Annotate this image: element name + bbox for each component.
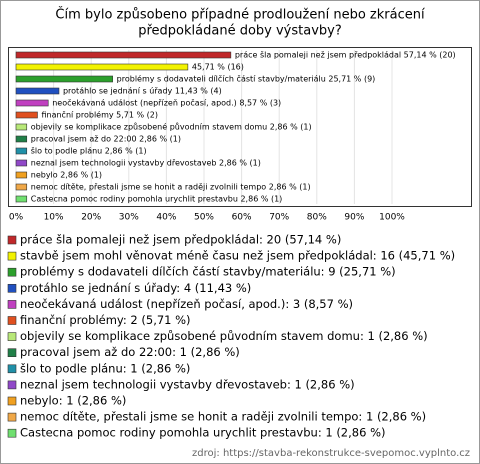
bar-label: nebylo 2,86 % (1): [31, 171, 102, 180]
x-tick-label: 80%: [307, 213, 327, 223]
bar-label: práce šla pomaleji než jsem předpokládal…: [235, 50, 456, 60]
bar-label: 45,71 % (16): [192, 63, 244, 72]
x-tick-label: 50%: [194, 213, 214, 223]
bar-label: finanční problémy 5,71 % (2): [41, 110, 158, 120]
bar: [15, 183, 28, 191]
x-tick-label: 100%: [379, 213, 405, 223]
x-tick-label: 70%: [269, 213, 289, 223]
legend-label: práce šla pomaleji než jsem předpokládal…: [20, 233, 341, 247]
bar: [15, 147, 28, 155]
x-tick-label: 30%: [119, 213, 139, 223]
bar: [15, 51, 232, 59]
bar-label: neočekávaná událost (nepřízeň počasí, ap…: [52, 98, 281, 108]
legend-swatch: [7, 412, 17, 422]
chart-title-line: Čím bylo způsobeno případné prodloužení …: [55, 7, 425, 23]
plot-frame: [8, 47, 472, 207]
legend-swatch: [7, 300, 17, 309]
legend-label: pracoval jsem až do 22:00: 1 (2,86 %): [20, 345, 240, 359]
x-tick-label: 0%: [9, 213, 24, 223]
legend-swatch: [7, 428, 17, 438]
x-tick-label: 40%: [156, 213, 176, 223]
source: zdroj: https://stavba-rekonstrukce-svepo…: [192, 448, 470, 459]
legend-swatch: [7, 316, 17, 325]
bar-label: šlo to podle plánu 2,86 % (1): [31, 146, 147, 156]
legend-swatch: [7, 267, 17, 277]
bar-label: pracoval jsem až do 22:00 2,86 % (1): [31, 135, 181, 144]
bar: [15, 75, 113, 83]
legend-label: šlo to podle plánu: 1 (2,86 %): [20, 361, 190, 375]
legend-swatch: [7, 235, 17, 245]
bar: [15, 171, 28, 179]
legend-label: problémy s dodavateli dílčích částí stav…: [20, 265, 396, 279]
legend-swatch: [7, 396, 17, 406]
bar: [15, 99, 49, 107]
x-tick-label: 20%: [81, 213, 101, 223]
bar: [15, 63, 189, 71]
legend-label: Castecna pomoc rodiny pomohla urychlit p…: [20, 426, 385, 440]
legend-label: objevily se komplikace způsobené původní…: [20, 329, 428, 343]
bar: [15, 159, 28, 167]
legend-swatch: [7, 348, 17, 358]
legend-label: finanční problémy: 2 (5,71 %): [20, 313, 191, 327]
legend-swatch: [7, 283, 17, 293]
legend-swatch: [7, 380, 17, 390]
legend-label: stavbě jsem mohl věnovat méně času než j…: [20, 249, 455, 263]
legend-label: neznal jsem technologii vystavby dřevost…: [20, 377, 355, 391]
bar-label: neznal jsem technologii vystavby dřevost…: [31, 159, 261, 168]
bar-label: nemoc dítěte, přestali jsme se honit a r…: [31, 183, 311, 192]
chart-title-line: předpokládané doby výstavby?: [138, 24, 342, 39]
bar: [15, 135, 28, 143]
bar-label: problémy s dodavateli dílčích částí stav…: [117, 74, 376, 84]
bar-label: protáhlo se jednání s úřady 11,43 % (4): [63, 87, 222, 96]
bar: [15, 87, 60, 95]
bar: [15, 123, 28, 131]
legend-label: nebylo: 1 (2,86 %): [20, 394, 126, 408]
x-tick-label: 60%: [232, 213, 252, 223]
bar: [15, 111, 38, 119]
bar-label: objevily se komplikace způsobené původní…: [31, 122, 312, 132]
x-tick-label: 10%: [44, 213, 64, 223]
bar: [15, 195, 28, 203]
bar-label: Castecna pomoc rodiny pomohla urychlit p…: [31, 195, 283, 204]
x-tick-label: 90%: [344, 213, 364, 223]
legend-swatch: [7, 364, 17, 374]
legend-label: neočekávaná událost (nepřízeň počasí, ap…: [20, 297, 353, 311]
legend-swatch: [7, 332, 17, 341]
legend-swatch: [7, 251, 17, 261]
legend-label: protáhlo se jednání s úřady: 4 (11,43 %): [20, 281, 251, 295]
legend-label: nemoc dítěte, přestali jsme se honit a r…: [20, 410, 426, 424]
